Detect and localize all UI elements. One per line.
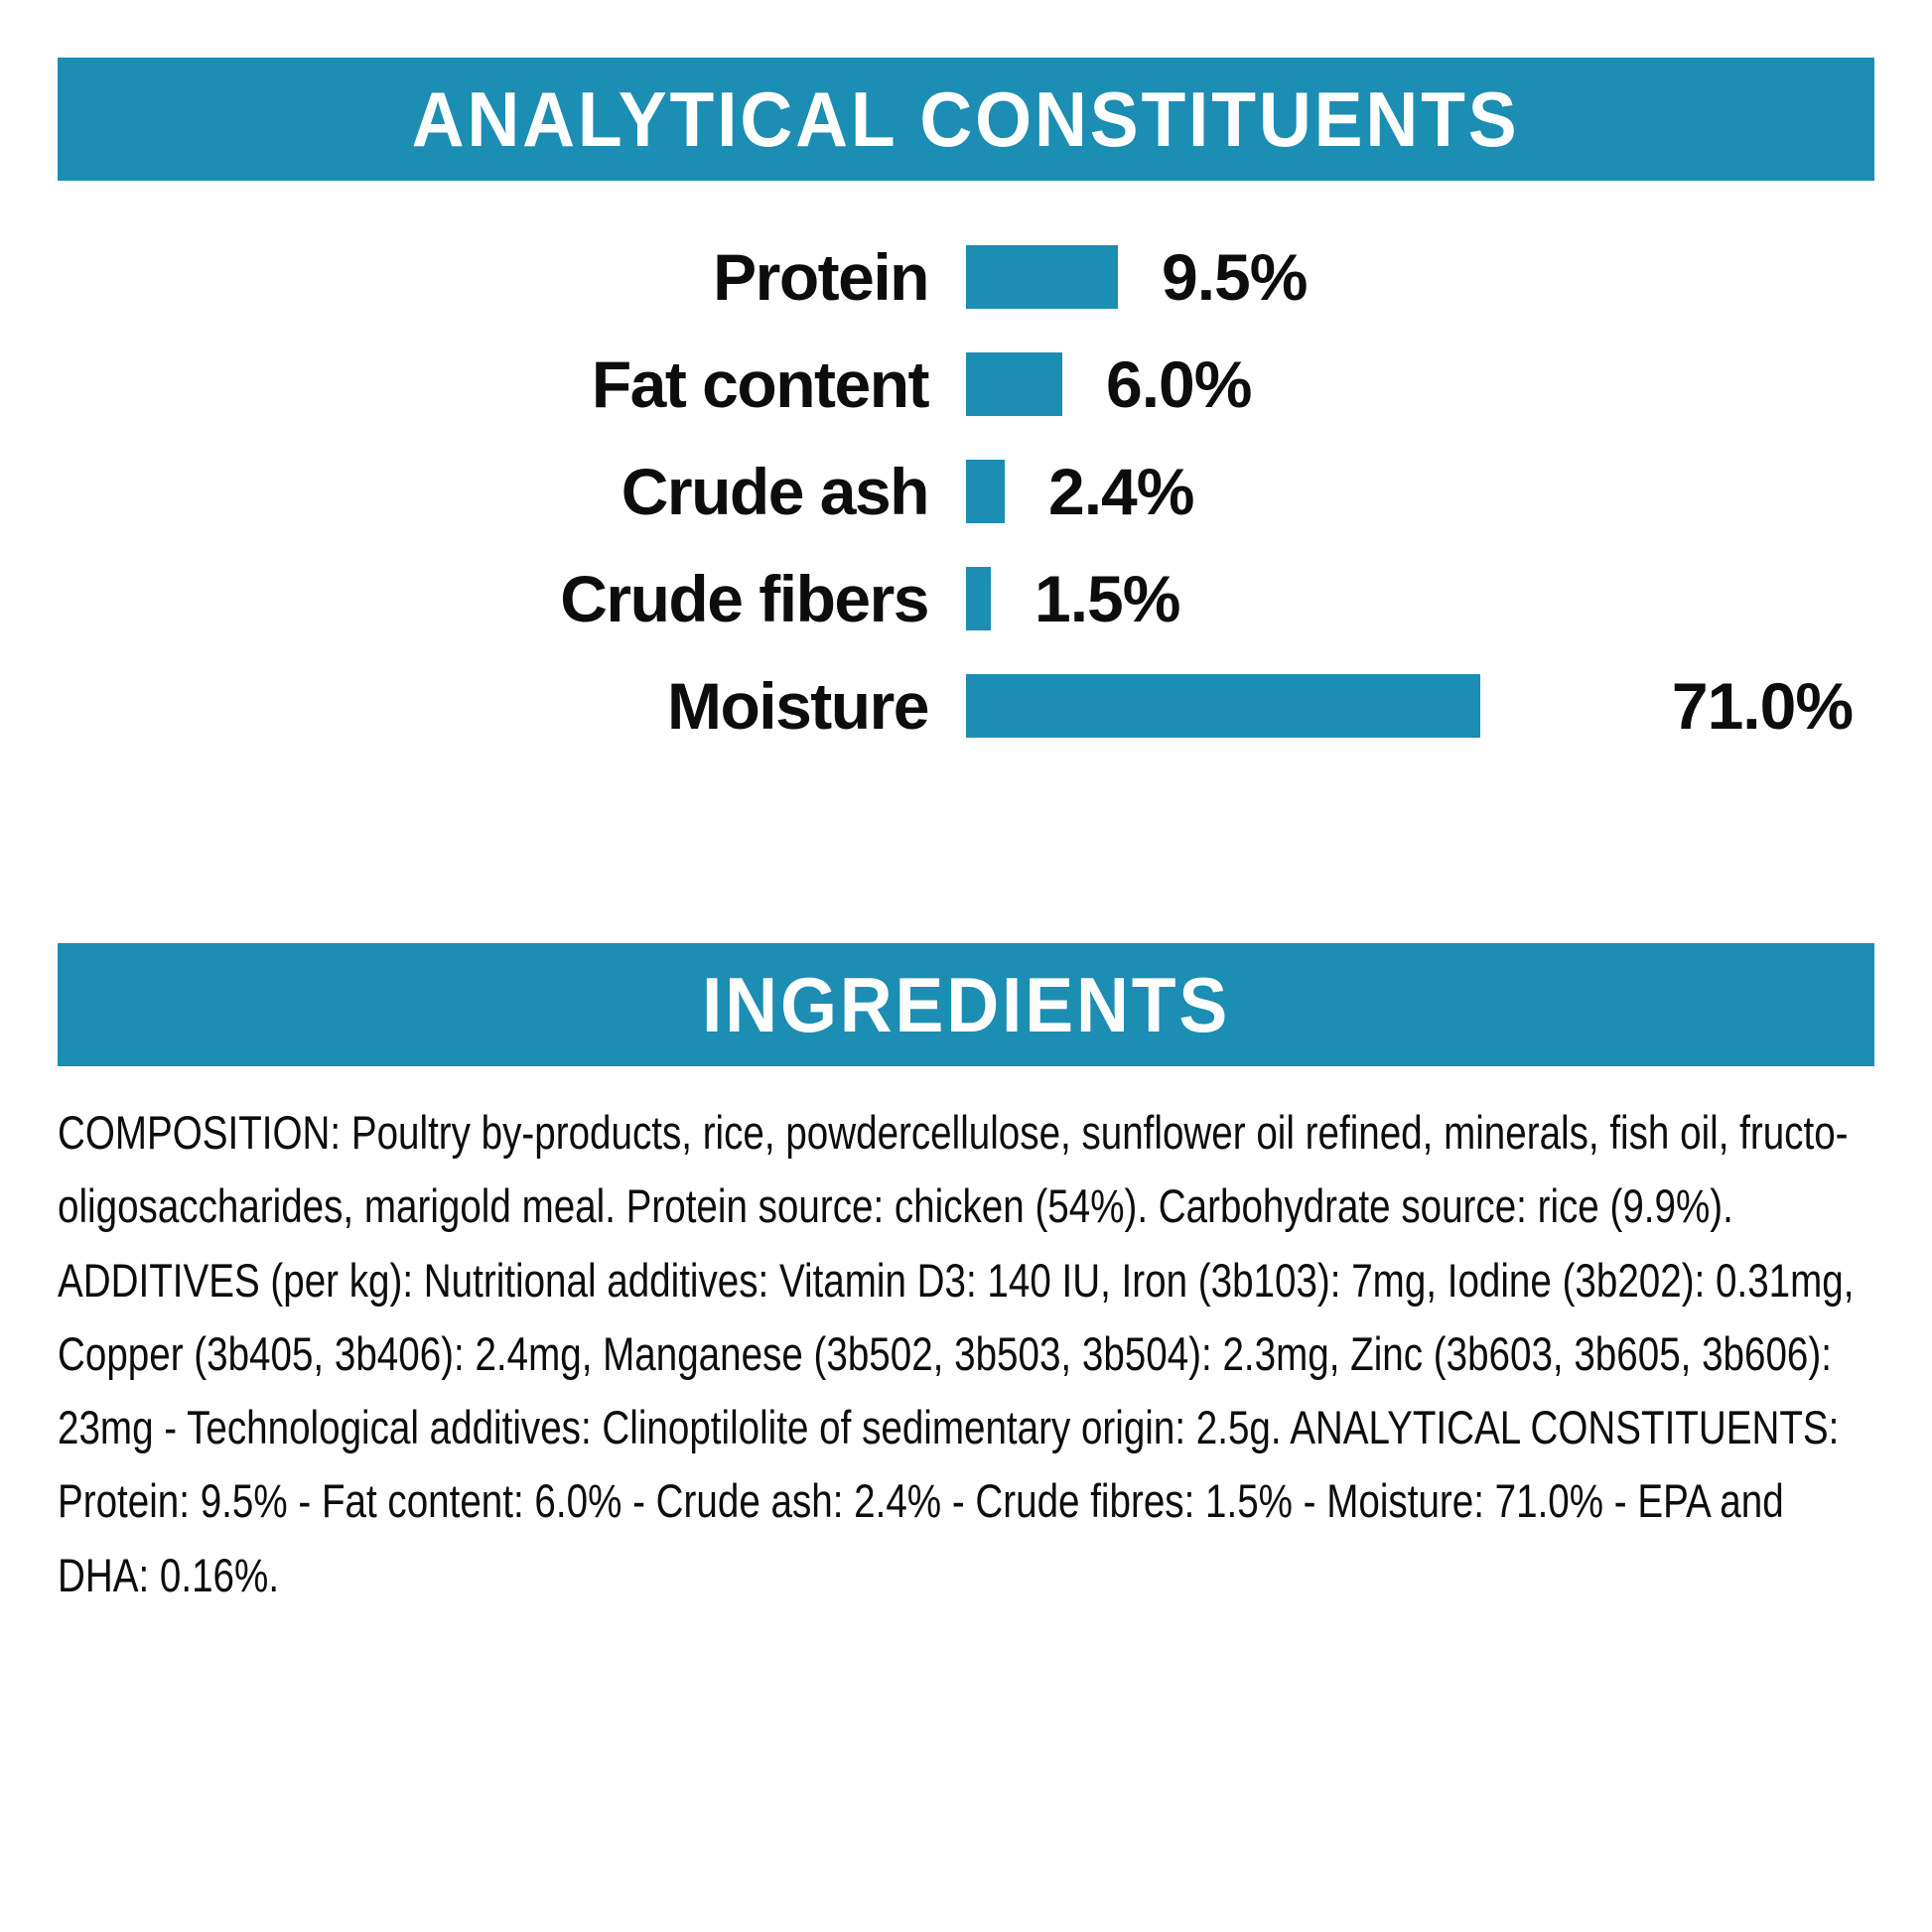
- chart-bar: [966, 460, 1005, 523]
- chart-category-label: Fat content: [591, 347, 930, 421]
- chart-category-label: Protein: [713, 240, 929, 314]
- chart-row: Crude ash 2.4%: [58, 438, 1874, 545]
- chart-row: Crude fibers 1.5%: [58, 545, 1874, 652]
- analytical-constituents-bar-chart: Protein 9.5% Fat content 6.0% Crude ash 2.4% C…: [58, 223, 1874, 759]
- chart-value-label: 2.4%: [1048, 455, 1194, 528]
- ingredients-title: INGREDIENTS: [701, 960, 1231, 1048]
- composition-paragraph: COMPOSITION: Poultry by-products, rice, …: [58, 1106, 1855, 1601]
- chart-row: Moisture 71.0%: [58, 652, 1874, 759]
- chart-bar: [966, 245, 1118, 309]
- chart-row: Fat content 6.0%: [58, 331, 1874, 438]
- analytical-constituents-title: ANALYTICAL CONSTITUENTS: [412, 74, 1520, 163]
- chart-value-label: 1.5%: [1035, 562, 1180, 635]
- chart-value-label: 6.0%: [1106, 347, 1252, 421]
- chart-bar: [966, 567, 991, 630]
- chart-category-label: Moisture: [666, 669, 930, 743]
- chart-row: Protein 9.5%: [58, 223, 1874, 331]
- ingredients-header: INGREDIENTS: [58, 943, 1874, 1066]
- chart-value-label: 71.0%: [1671, 669, 1854, 743]
- chart-category-label: Crude fibers: [560, 562, 929, 635]
- chart-bar: [966, 674, 1480, 738]
- chart-category-label: Crude ash: [621, 455, 930, 528]
- analytical-constituents-header: ANALYTICAL CONSTITUENTS: [58, 58, 1874, 181]
- chart-bar: [966, 352, 1062, 416]
- chart-value-label: 9.5%: [1162, 240, 1308, 314]
